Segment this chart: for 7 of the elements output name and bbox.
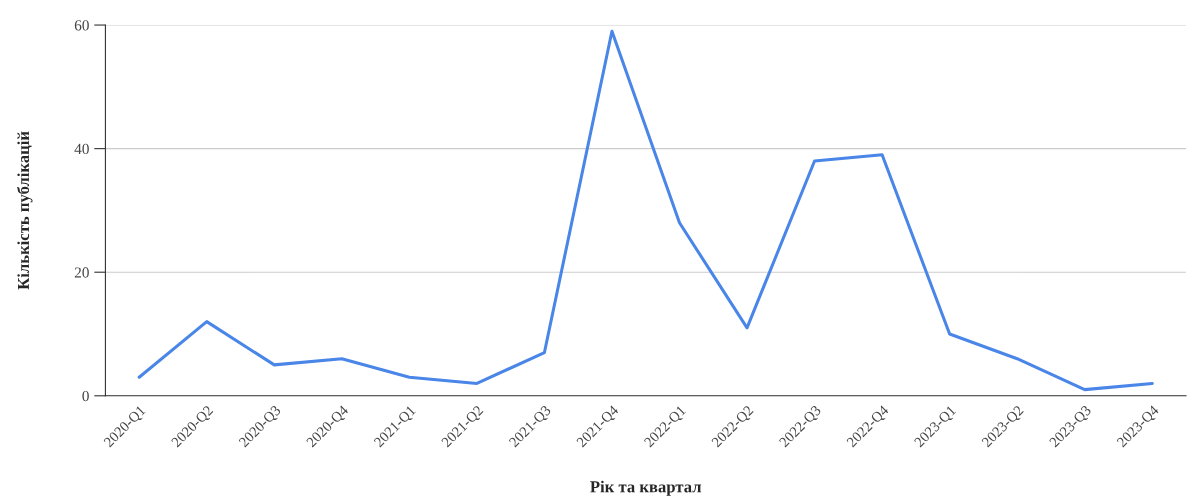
y-tick-label: 40: [74, 143, 89, 155]
x-axis-title: Рік та квартал: [590, 480, 702, 496]
y-tick-label: 60: [74, 20, 89, 31]
line-series: [137, 29, 1154, 392]
y-axis-title: Кількість публікацій: [16, 131, 33, 290]
y-tick-label: 20: [74, 267, 89, 278]
y-tick-label: 0: [82, 390, 89, 402]
